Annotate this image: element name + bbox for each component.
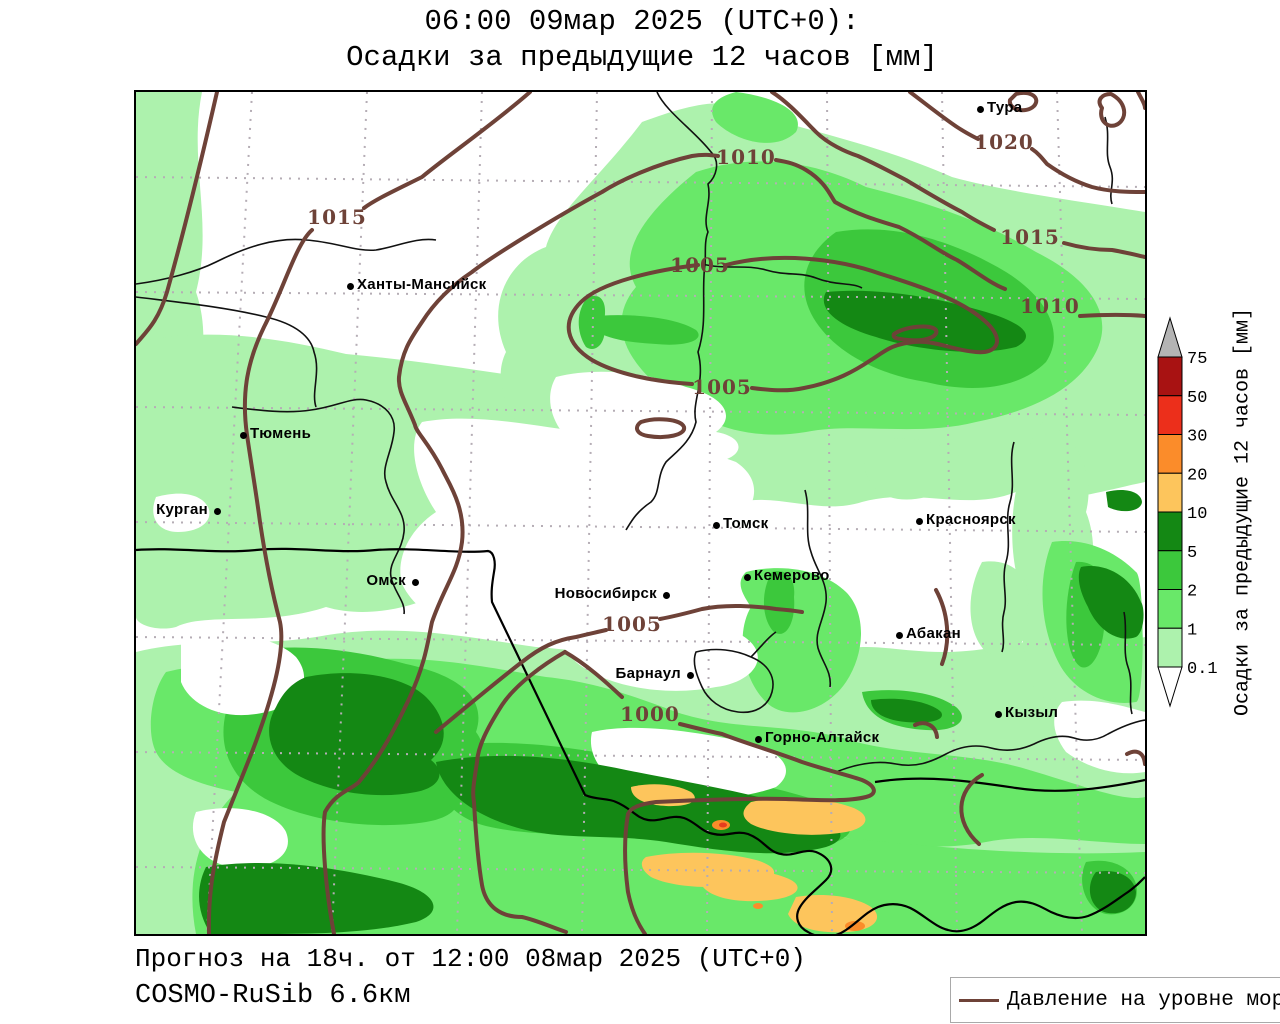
isobar-label-1000: 1000 xyxy=(620,702,680,726)
isobar-label-1010: 1010 xyxy=(1020,294,1080,318)
city-label: Кемерово xyxy=(754,567,830,584)
admin-borders xyxy=(136,92,1145,773)
precip-orange-layer xyxy=(631,784,878,933)
city-label: Томск xyxy=(723,515,769,532)
city-label: Горно-Алтайск xyxy=(765,729,880,746)
city-label: Тюмень xyxy=(250,425,312,442)
city-label: Новосибирск xyxy=(554,585,657,602)
city-label: Кызыл xyxy=(1005,704,1059,721)
title-line2: Осадки за предыдущие 12 часов [мм] xyxy=(346,41,938,74)
svg-text:10: 10 xyxy=(1187,505,1207,524)
isobar-line-sample xyxy=(959,998,999,1002)
city-label: Красноярск xyxy=(926,511,1016,528)
isobar-label-1015: 1015 xyxy=(1000,225,1060,249)
city-label: Омск xyxy=(366,572,406,589)
city-dot xyxy=(347,283,354,290)
isobar-label-1005: 1005 xyxy=(670,253,730,277)
city-label: Курган xyxy=(156,501,208,518)
svg-text:20: 20 xyxy=(1187,466,1207,485)
city-dot xyxy=(977,106,984,113)
city-dot xyxy=(214,508,221,515)
pressure-legend-label: Давление на уровне моря xyxy=(1007,988,1280,1012)
dry-areas-layer xyxy=(153,371,1145,868)
forecast-info: Прогноз на 18ч. от 12:00 08мар 2025 (UTC… xyxy=(135,944,806,974)
svg-text:0.1: 0.1 xyxy=(1187,660,1218,679)
city-dot xyxy=(713,522,720,529)
isobar-label-1020: 1020 xyxy=(974,130,1034,154)
precip-map-graphic xyxy=(136,92,1145,934)
svg-text:2: 2 xyxy=(1187,583,1197,602)
state-border xyxy=(136,547,1145,934)
isobar-label-1005: 1005 xyxy=(602,612,662,636)
city-label: Тура xyxy=(987,99,1023,116)
model-info: COSMO-RuSib 6.6км xyxy=(135,981,411,1011)
city-dot xyxy=(916,518,923,525)
city-dot xyxy=(896,632,903,639)
svg-text:50: 50 xyxy=(1187,389,1207,408)
page-title: 06:00 09мар 2025 (UTC+0): Осадки за преды… xyxy=(0,4,1280,76)
map-canvas[interactable]: Тура Ханты-Мансийск Тюмень Курган Омск Новоси… xyxy=(134,90,1147,936)
svg-text:30: 30 xyxy=(1187,428,1207,447)
city-dot xyxy=(995,711,1002,718)
svg-text:1: 1 xyxy=(1187,621,1197,640)
city-dot xyxy=(744,574,751,581)
svg-text:5: 5 xyxy=(1187,544,1197,563)
city-label: Абакан xyxy=(906,625,961,642)
city-label: Барнаул xyxy=(615,665,681,682)
graticule xyxy=(136,92,1145,934)
city-dot xyxy=(412,579,419,586)
colorbar-graphic: 75 50 30 20 10 5 2 1 0.1 xyxy=(1157,316,1218,708)
isobar-label-1015: 1015 xyxy=(307,205,367,229)
isobar-label-1010: 1010 xyxy=(716,145,776,169)
pressure-legend: Давление на уровне моря xyxy=(950,977,1280,1023)
city-dot xyxy=(755,736,762,743)
city-dot xyxy=(240,432,247,439)
svg-text:75: 75 xyxy=(1187,350,1207,369)
isobars xyxy=(136,92,1145,934)
colorbar: 75 50 30 20 10 5 2 1 0.1 xyxy=(1154,314,1280,714)
city-dot xyxy=(663,592,670,599)
city-label: Ханты-Мансийск xyxy=(357,276,487,293)
colorbar-title: Осадки за предыдущие 12 часов [мм] xyxy=(1231,307,1255,717)
isobar-label-1005: 1005 xyxy=(692,375,752,399)
city-dot xyxy=(687,672,694,679)
precip-red-spot-layer xyxy=(719,822,727,828)
title-line1: 06:00 09мар 2025 (UTC+0): xyxy=(424,5,860,38)
